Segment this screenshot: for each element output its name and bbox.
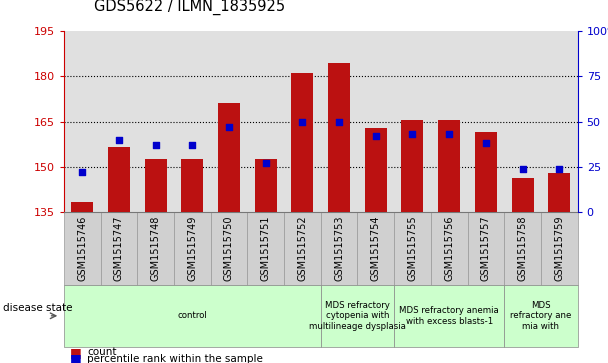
Point xyxy=(151,142,161,148)
Bar xyxy=(365,128,387,212)
Bar xyxy=(218,103,240,212)
Point xyxy=(371,133,381,139)
Bar xyxy=(181,159,203,212)
Text: MDS refractory anemia
with excess blasts-1: MDS refractory anemia with excess blasts… xyxy=(399,306,499,326)
Point xyxy=(261,160,271,166)
Point xyxy=(444,131,454,137)
Text: count: count xyxy=(87,347,117,357)
Text: percentile rank within the sample: percentile rank within the sample xyxy=(87,354,263,363)
Bar xyxy=(291,73,313,212)
Text: ■: ■ xyxy=(70,346,81,359)
Point xyxy=(554,166,564,172)
Point xyxy=(334,119,344,125)
Point xyxy=(297,119,307,125)
Point xyxy=(407,131,417,137)
Bar xyxy=(438,120,460,212)
Text: MDS
refractory ane
mia with: MDS refractory ane mia with xyxy=(510,301,572,331)
Text: GDS5622 / ILMN_1835925: GDS5622 / ILMN_1835925 xyxy=(94,0,285,15)
Point xyxy=(517,166,527,172)
Bar xyxy=(511,178,534,212)
Bar xyxy=(71,202,93,212)
Point xyxy=(114,137,124,143)
Point xyxy=(187,142,197,148)
Bar xyxy=(475,132,497,212)
Bar xyxy=(328,62,350,212)
Text: control: control xyxy=(178,311,207,320)
Bar xyxy=(255,159,277,212)
Point xyxy=(224,124,234,130)
Bar xyxy=(145,159,167,212)
Bar xyxy=(548,173,570,212)
Text: MDS refractory
cytopenia with
multilineage dysplasia: MDS refractory cytopenia with multilinea… xyxy=(309,301,406,331)
Bar xyxy=(108,147,130,212)
Point xyxy=(77,170,87,175)
Text: ■: ■ xyxy=(70,352,81,363)
Bar xyxy=(401,120,423,212)
Point xyxy=(481,140,491,146)
Text: disease state: disease state xyxy=(3,303,72,313)
